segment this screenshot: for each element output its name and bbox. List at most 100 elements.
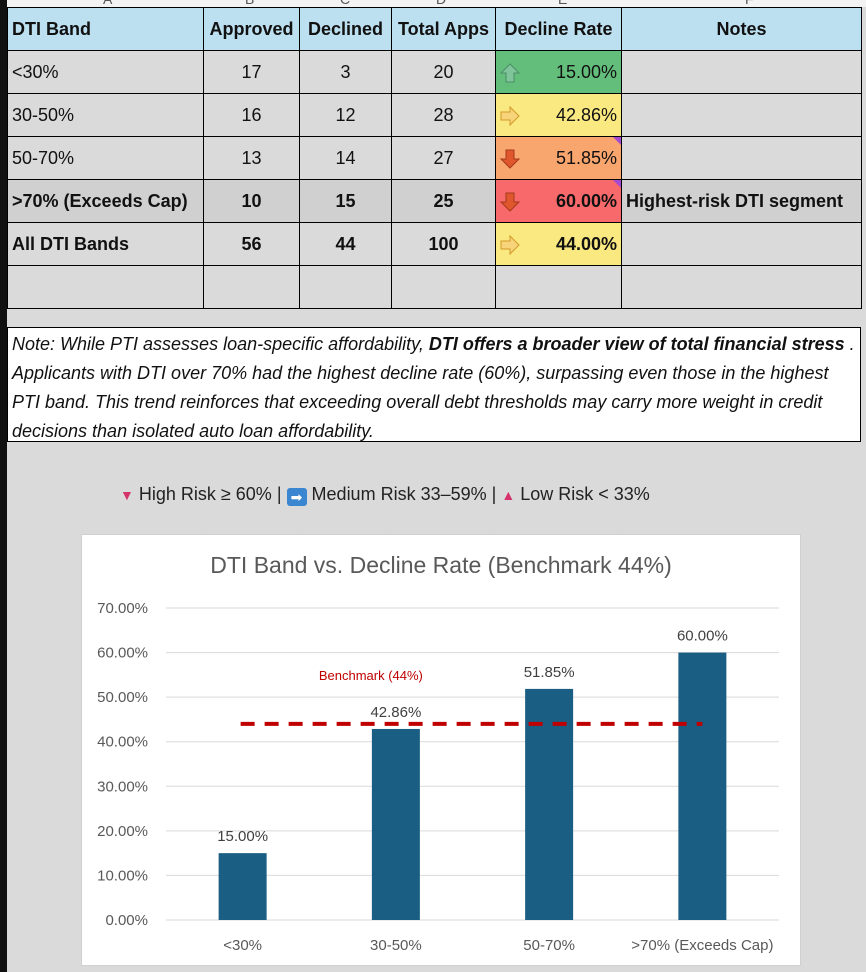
cell-total[interactable]: 28 xyxy=(391,93,496,137)
header-notes[interactable]: Notes xyxy=(621,7,862,51)
cell-notes[interactable] xyxy=(621,50,862,94)
y-tick-label: 50.00% xyxy=(97,689,148,706)
legend-low: Low Risk < 33% xyxy=(520,484,650,504)
empty-cell[interactable] xyxy=(495,265,622,309)
table-row: <30% 17 3 20 15.00% xyxy=(7,50,862,94)
col-divider xyxy=(391,0,392,972)
header-declined[interactable]: Declined xyxy=(299,7,392,51)
bar xyxy=(371,728,420,920)
data-label: 51.85% xyxy=(524,664,575,681)
cell-declined[interactable]: 14 xyxy=(299,136,392,180)
header-decline-rate[interactable]: Decline Rate xyxy=(495,7,622,51)
note-rest: . Applicants with DTI over 70% had the h… xyxy=(12,334,855,441)
column-letter[interactable]: F xyxy=(745,0,754,7)
table-row: 30-50% 16 12 28 42.86% xyxy=(7,93,862,137)
x-tick-label: 50-70% xyxy=(523,937,575,954)
empty-cell[interactable] xyxy=(391,265,496,309)
cell-approved[interactable]: 16 xyxy=(203,93,300,137)
cell-declined[interactable]: 3 xyxy=(299,50,392,94)
cell-decline-rate[interactable]: 42.86% xyxy=(495,93,622,137)
arrow-down-red-icon xyxy=(499,192,521,212)
cell-approved[interactable]: 56 xyxy=(203,222,300,266)
legend-separator: | xyxy=(276,484,282,504)
col-divider xyxy=(299,0,300,972)
cell-notes[interactable] xyxy=(621,222,862,266)
cell-total[interactable]: 20 xyxy=(391,50,496,94)
arrow-up-green-icon xyxy=(499,63,521,83)
header-approved[interactable]: Approved xyxy=(203,7,300,51)
column-letter[interactable]: B xyxy=(245,0,254,7)
cell-approved[interactable]: 10 xyxy=(203,179,300,223)
y-tick-label: 30.00% xyxy=(97,778,148,795)
cell-decline-rate[interactable]: 60.00% xyxy=(495,179,622,223)
arrow-right-icon: ➡ xyxy=(286,488,307,506)
arrow-down-red-icon xyxy=(499,149,521,169)
data-label: 42.86% xyxy=(370,704,421,721)
cell-declined[interactable]: 15 xyxy=(299,179,392,223)
arrow-right-yellow-icon xyxy=(500,234,520,256)
y-tick-label: 10.00% xyxy=(97,867,148,884)
triangle-up-icon: ▲ xyxy=(501,487,516,503)
cell-band[interactable]: <30% xyxy=(7,50,204,94)
table-row: 50-70% 13 14 27 51.85% xyxy=(7,136,862,180)
cell-band[interactable]: All DTI Bands xyxy=(7,222,204,266)
y-tick-label: 60.00% xyxy=(97,645,148,662)
header-total-apps[interactable]: Total Apps xyxy=(391,7,496,51)
table-row-empty xyxy=(7,265,862,309)
bar xyxy=(218,853,267,920)
y-tick-label: 0.00% xyxy=(105,912,148,929)
bar xyxy=(525,688,574,920)
cell-band[interactable]: 30-50% xyxy=(7,93,204,137)
risk-legend: ▼ High Risk ≥ 60% | ➡ Medium Risk 33–59%… xyxy=(120,484,650,506)
dti-table: DTI Band Approved Declined Total Apps De… xyxy=(7,7,862,309)
x-tick-label: 30-50% xyxy=(370,937,422,954)
cell-decline-rate[interactable]: 51.85% xyxy=(495,136,622,180)
y-tick-label: 40.00% xyxy=(97,734,148,751)
cell-declined[interactable]: 12 xyxy=(299,93,392,137)
rate-value: 15.00% xyxy=(555,61,617,82)
empty-cell[interactable] xyxy=(203,265,300,309)
col-divider xyxy=(203,0,204,972)
cell-notes[interactable] xyxy=(621,136,862,180)
column-letter[interactable]: A xyxy=(103,0,112,7)
triangle-down-icon: ▼ xyxy=(120,487,134,503)
cell-total[interactable]: 100 xyxy=(391,222,496,266)
row-header-strip xyxy=(0,0,7,972)
cell-total[interactable]: 25 xyxy=(391,179,496,223)
cell-notes[interactable] xyxy=(621,93,862,137)
y-tick-label: 70.00% xyxy=(97,600,148,617)
cell-approved[interactable]: 17 xyxy=(203,50,300,94)
header-dti-band[interactable]: DTI Band xyxy=(7,7,204,51)
empty-cell[interactable] xyxy=(299,265,392,309)
cell-band[interactable]: >70% (Exceeds Cap) xyxy=(7,179,204,223)
note-emphasis: DTI offers a broader view of total finan… xyxy=(428,334,845,354)
cell-total[interactable]: 27 xyxy=(391,136,496,180)
chart-title: DTI Band vs. Decline Rate (Benchmark 44%… xyxy=(210,552,672,578)
cell-declined[interactable]: 44 xyxy=(299,222,392,266)
x-tick-label: >70% (Exceeds Cap) xyxy=(631,937,773,954)
x-tick-label: <30% xyxy=(223,937,262,954)
cell-band[interactable]: 50-70% xyxy=(7,136,204,180)
column-letter[interactable]: E xyxy=(558,0,567,7)
cell-notes[interactable]: Highest-risk DTI segment xyxy=(621,179,862,223)
data-label: 15.00% xyxy=(217,828,268,845)
empty-cell[interactable] xyxy=(621,265,862,309)
cell-decline-rate[interactable]: 15.00% xyxy=(495,50,622,94)
legend-high: High Risk ≥ 60% xyxy=(138,484,272,504)
column-letter[interactable]: C xyxy=(340,0,350,7)
bar xyxy=(678,652,727,920)
rate-value: 60.00% xyxy=(555,190,617,211)
header-row: DTI Band Approved Declined Total Apps De… xyxy=(7,7,862,51)
legend-separator: | xyxy=(491,484,497,504)
chart-plot: 0.00% 10.00% 20.00% 30.00% 40.00% 50.00% 60.00… xyxy=(97,600,779,954)
analysis-note[interactable]: Note: While PTI assesses loan-specific a… xyxy=(7,327,861,442)
cell-approved[interactable]: 13 xyxy=(203,136,300,180)
decline-rate-chart[interactable]: DTI Band vs. Decline Rate (Benchmark 44%… xyxy=(81,534,801,966)
arrow-right-yellow-icon xyxy=(500,105,520,127)
col-divider xyxy=(495,0,496,972)
empty-cell[interactable] xyxy=(7,265,204,309)
column-letter[interactable]: D xyxy=(436,0,446,7)
col-divider xyxy=(621,0,622,972)
y-tick-label: 20.00% xyxy=(97,823,148,840)
cell-decline-rate[interactable]: 44.00% xyxy=(495,222,622,266)
